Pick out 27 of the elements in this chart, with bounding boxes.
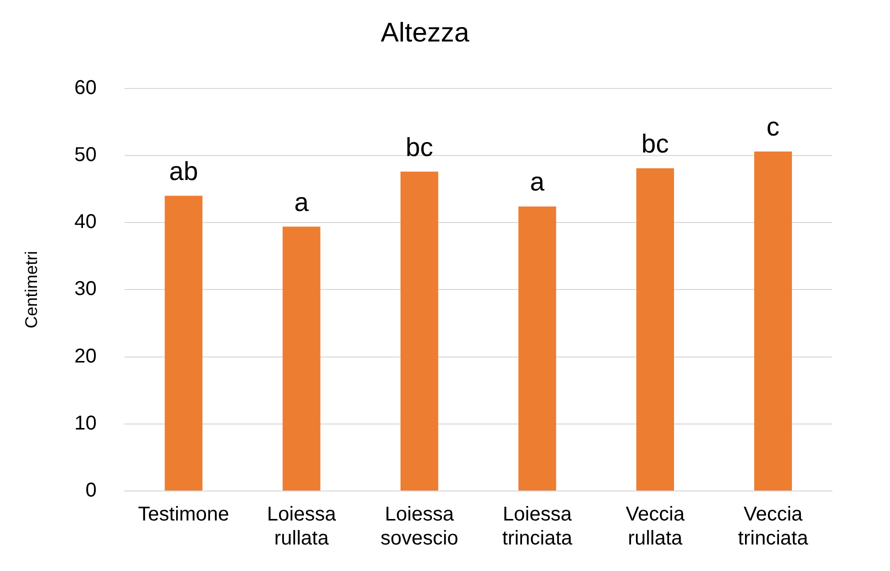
data-label: ab: [169, 156, 198, 186]
data-label: a: [530, 166, 546, 197]
y-axis-title: Centimetri: [22, 250, 41, 328]
bar: [282, 226, 320, 490]
y-tick-label: 10: [74, 412, 97, 434]
x-tick-label: Veccia rullata: [626, 504, 686, 550]
data-label: a: [294, 186, 310, 217]
bar: [754, 151, 792, 490]
bar: [400, 172, 438, 490]
data-label: c: [766, 112, 780, 142]
x-tick-label: Testimone: [138, 504, 230, 526]
y-tick-label: 30: [74, 278, 97, 300]
chart-title: Altezza: [380, 18, 470, 48]
data-label: bc: [406, 132, 434, 162]
y-tick-label: 40: [74, 211, 97, 234]
x-tick-label: Loiessa trinciata: [502, 504, 574, 550]
y-tick-label: 0: [86, 480, 97, 502]
x-tick-label: Loiessa rullata: [267, 504, 337, 550]
y-tick-label: 60: [74, 76, 97, 99]
bar: [636, 168, 674, 490]
x-tick-label: Veccia trinciata: [738, 504, 809, 550]
data-label: bc: [641, 128, 669, 158]
x-tick-label: Loiessa sovescio: [380, 504, 458, 550]
bar: [164, 196, 202, 490]
y-tick-label: 50: [74, 144, 97, 166]
y-tick-label: 20: [74, 345, 97, 368]
bar: [518, 206, 556, 490]
